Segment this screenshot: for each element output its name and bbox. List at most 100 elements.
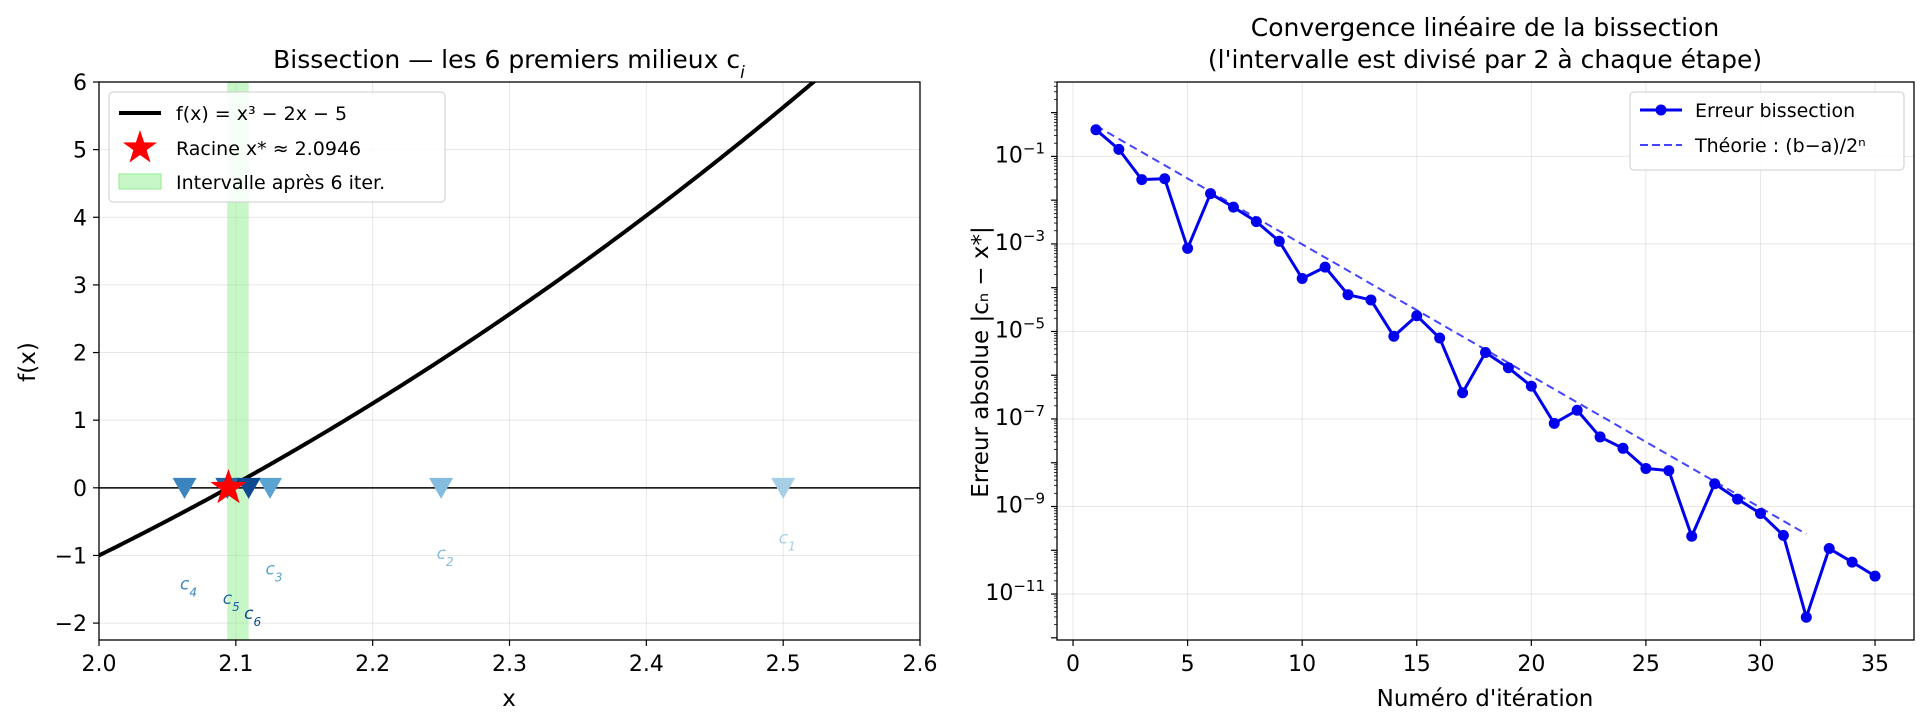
left-x-tick-label: 2.2 xyxy=(355,652,390,677)
error-point xyxy=(1090,124,1102,136)
error-point xyxy=(1800,611,1812,623)
left-x-tick-label: 2.4 xyxy=(629,652,664,677)
right-y-tick-label: 10−7 xyxy=(995,402,1045,431)
right-x-tick-label: 15 xyxy=(1403,652,1431,677)
error-point xyxy=(1434,332,1446,344)
legend-theory-label: Théorie : (b−a)/2ⁿ xyxy=(1694,135,1866,157)
error-point xyxy=(1732,493,1744,505)
error-point xyxy=(1411,310,1423,322)
error-point xyxy=(1823,543,1835,555)
legend-error-marker xyxy=(1655,104,1667,116)
error-point xyxy=(1686,530,1698,542)
left-y-tick-label: −2 xyxy=(55,612,87,637)
right-grid xyxy=(1057,82,1914,640)
right-y-axis-label: Erreur absolue |cₙ − x*| xyxy=(968,226,994,498)
error-point xyxy=(1663,465,1675,477)
error-point xyxy=(1273,235,1285,247)
left-x-axis-label: x xyxy=(502,686,516,712)
interval-band xyxy=(227,82,249,640)
right-x-tick-label: 0 xyxy=(1066,652,1080,677)
error-point xyxy=(1227,201,1239,213)
midpoint-label-c6: c6 xyxy=(244,604,261,629)
error-series-line xyxy=(1094,128,1876,619)
right-y-tick-label: 10−3 xyxy=(995,227,1045,256)
convergence-chart: 0 5 10 15 20 25 30 3510−110−310−510−710−910−11 … xyxy=(968,13,1915,712)
error-point xyxy=(1502,362,1514,374)
left-y-tick-label: 5 xyxy=(73,139,87,164)
right-x-tick-label: 25 xyxy=(1632,652,1660,677)
right-chart-title-line2: (l'intervalle est divisé par 2 à chaque … xyxy=(1208,45,1762,74)
left-y-tick-label: 0 xyxy=(73,477,87,502)
midpoint-marker-c4 xyxy=(172,477,197,499)
error-point xyxy=(1846,556,1858,568)
right-x-tick-label: 20 xyxy=(1517,652,1545,677)
right-x-tick-label: 5 xyxy=(1181,652,1195,677)
right-y-tick-label: 10−11 xyxy=(985,577,1045,606)
bisection-chart: c1 c2 c3 c4 c5 c6 2.0 2.1 2.2 2.3 2.4 2.5 2.6 −2 −1 0 1… xyxy=(15,45,938,712)
error-point xyxy=(1113,143,1125,155)
right-tick-labels: 0 5 10 15 20 25 30 35 10−1 10−3 10−5 10−7 10−9 10−11 xyxy=(985,81,1889,677)
error-point xyxy=(1319,261,1331,273)
legend-error-label: Erreur bissection xyxy=(1695,100,1855,122)
right-y-tick-label: 10−9 xyxy=(995,490,1045,519)
left-plot-frame xyxy=(98,81,921,641)
left-y-tick-label: 6 xyxy=(73,71,87,96)
error-point xyxy=(1205,188,1217,200)
left-y-axis-label: f(x) xyxy=(15,342,41,382)
right-plot-frame xyxy=(1056,81,1915,641)
legend-function-label: f(x) = x³ − 2x − 5 xyxy=(176,103,347,125)
midpoint-marker-c1 xyxy=(771,477,796,499)
left-legend: f(x) = x³ − 2x − 5 Racine x* ≈ 2.0946 In… xyxy=(108,91,446,203)
error-point xyxy=(1525,380,1537,392)
midpoint-marker-c3 xyxy=(258,477,283,499)
error-point xyxy=(1640,462,1652,474)
error-point xyxy=(1777,529,1789,541)
error-point xyxy=(1869,570,1881,582)
midpoint-label-c5: c5 xyxy=(223,589,240,614)
midpoint-marker-c2 xyxy=(429,477,454,499)
midpoint-label-c1: c1 xyxy=(779,528,796,553)
left-x-tick-label: 2.3 xyxy=(492,652,527,677)
interval-band-layer xyxy=(227,82,249,640)
error-point xyxy=(1548,417,1560,429)
error-point xyxy=(1571,404,1583,416)
theory-line xyxy=(1095,124,1807,535)
right-series-layer xyxy=(1090,124,1881,623)
right-x-tick-label: 30 xyxy=(1746,652,1774,677)
left-x-tick-label: 2.1 xyxy=(218,652,253,677)
error-point xyxy=(1365,294,1377,306)
error-point xyxy=(1388,330,1400,342)
right-x-axis-label: Numéro d'itération xyxy=(1377,686,1594,712)
error-point xyxy=(1250,216,1262,228)
error-point xyxy=(1342,289,1354,301)
right-chart-title-line1: Convergence linéaire de la bissection xyxy=(1251,13,1720,42)
left-y-tick-label: 2 xyxy=(73,342,87,367)
midpoint-label-c2: c2 xyxy=(437,544,454,569)
left-x-tick-label: 2.0 xyxy=(82,652,117,677)
right-legend: Erreur bissection Théorie : (b−a)/2ⁿ xyxy=(1629,91,1905,171)
left-y-tick-label: 4 xyxy=(73,206,87,231)
error-point xyxy=(1754,508,1766,520)
left-x-tick-label: 2.5 xyxy=(766,652,801,677)
error-point xyxy=(1480,346,1491,358)
error-point xyxy=(1617,442,1629,454)
right-x-tick-label: 35 xyxy=(1861,652,1889,677)
right-y-tick-label: 10−5 xyxy=(995,314,1045,343)
left-y-tick-label: −1 xyxy=(55,544,87,569)
error-point xyxy=(1457,387,1469,399)
midpoint-label-c3: c3 xyxy=(266,559,283,584)
error-point xyxy=(1136,174,1148,186)
left-y-tick-label: 1 xyxy=(73,409,87,434)
midpoint-markers-layer: c1 c2 c3 c4 c5 c6 xyxy=(172,468,796,629)
error-point xyxy=(1296,273,1308,285)
root-star-marker xyxy=(210,468,247,504)
legend-interval-swatch xyxy=(118,173,162,190)
left-tick-labels: 2.0 2.1 2.2 2.3 2.4 2.5 2.6 −2 −1 0 1 2 3 4 5 6 xyxy=(55,71,938,677)
legend-root-star-icon xyxy=(122,130,158,163)
error-point xyxy=(1182,242,1194,254)
legend-interval-label: Intervalle après 6 iter. xyxy=(176,172,385,194)
left-y-tick-label: 3 xyxy=(73,274,87,299)
right-x-tick-label: 10 xyxy=(1288,652,1316,677)
legend-root-label: Racine x* ≈ 2.0946 xyxy=(176,138,361,160)
